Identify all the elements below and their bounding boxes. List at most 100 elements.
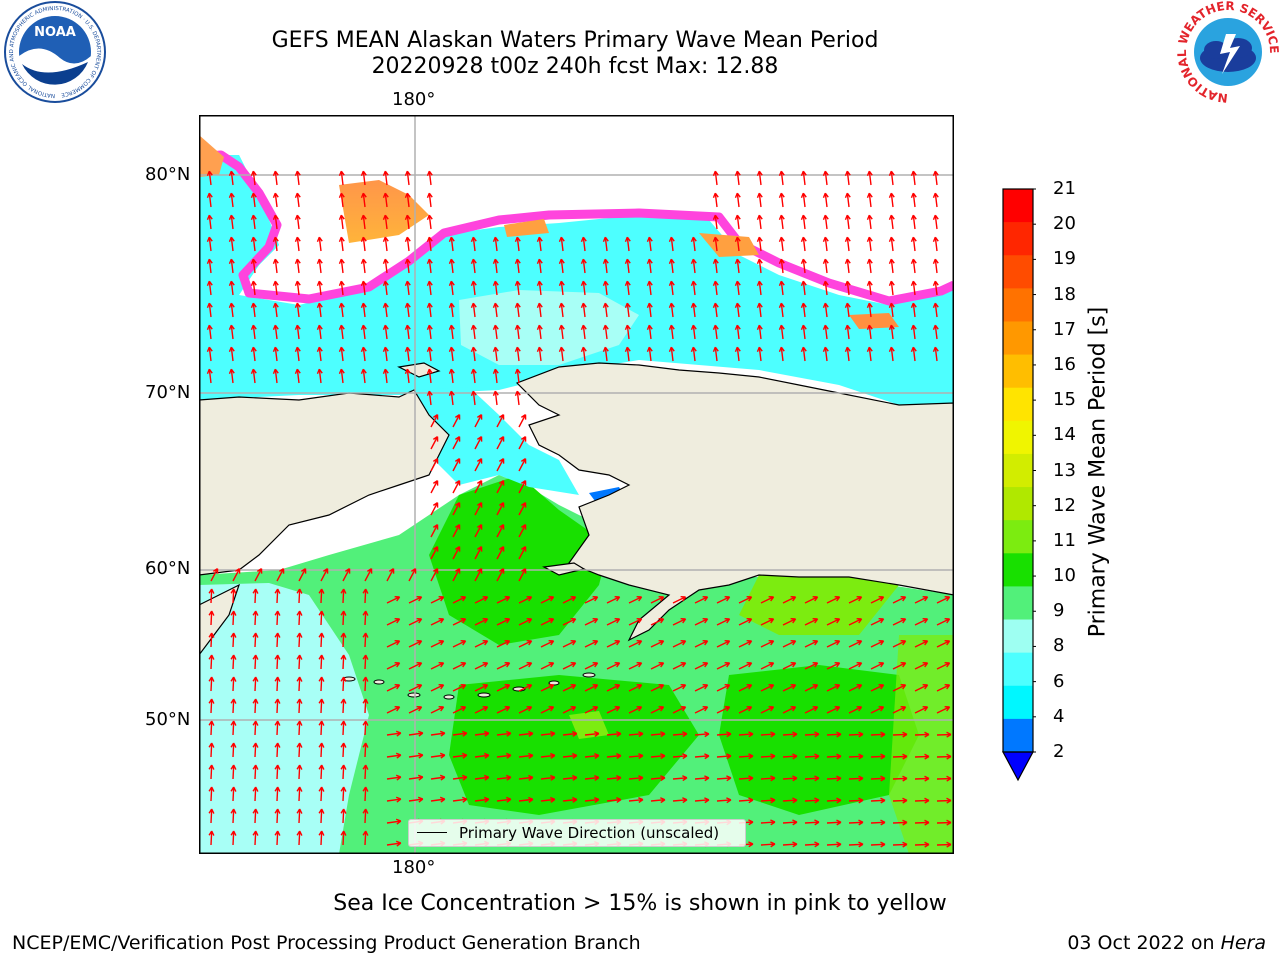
wave-arrow — [756, 192, 763, 208]
wave-arrow — [606, 683, 621, 692]
wave-arrow — [826, 731, 842, 738]
wave-arrow — [474, 661, 489, 670]
wave-arrow — [316, 324, 323, 340]
wave-arrow — [452, 502, 461, 516]
wave-arrow — [318, 588, 325, 604]
wave-arrow — [320, 568, 329, 582]
wave-arrow — [252, 610, 259, 626]
wave-arrow — [734, 346, 741, 362]
wave-arrow — [672, 797, 688, 804]
wave-arrow — [452, 546, 461, 560]
wave-arrow — [408, 617, 423, 626]
noaa-logo: NATIONAL OCEANIC AND ATMOSPHERIC ADMINIS… — [4, 1, 106, 103]
wave-arrow — [474, 683, 489, 692]
wave-arrow — [426, 258, 433, 274]
wave-arrow — [340, 786, 347, 802]
wave-arrow — [426, 390, 433, 406]
wave-arrow — [734, 236, 741, 252]
wave-arrow — [800, 302, 807, 318]
colorbar-cell — [1003, 321, 1033, 356]
wave-arrow — [844, 192, 851, 208]
lat-label-50: 50°N — [145, 709, 191, 730]
wave-arrow — [474, 524, 483, 538]
wave-arrow — [386, 840, 402, 847]
wave-arrow — [712, 324, 719, 340]
wave-arrow — [932, 346, 939, 362]
sea-ice-note: Sea Ice Concentration > 15% is shown in … — [333, 891, 947, 916]
lat-label-80: 80°N — [145, 164, 191, 185]
wave-arrow — [318, 610, 325, 626]
wave-arrow — [870, 639, 885, 648]
wave-arrow — [782, 753, 798, 760]
wave-arrow — [782, 683, 797, 692]
wave-arrow — [452, 568, 461, 582]
wave-arrow — [382, 214, 389, 230]
colorbar-tick-label: 4 — [1053, 705, 1065, 727]
wave-arrow — [694, 661, 709, 670]
wave-arrow — [430, 502, 439, 516]
wave-arrow — [712, 280, 719, 296]
wave-arrow — [760, 617, 775, 626]
wave-arrow — [584, 730, 600, 737]
wave-arrow — [848, 661, 863, 670]
sea-ice-margin — [199, 135, 954, 329]
wave-arrow — [274, 698, 281, 714]
wave-arrow — [250, 214, 257, 230]
wave-arrow — [496, 524, 505, 538]
colorbar-cell — [1003, 718, 1033, 753]
wave-arrow — [318, 742, 325, 758]
wave-arrow — [536, 324, 543, 340]
wave-arrow — [318, 808, 325, 824]
bering-strait-waves — [409, 387, 579, 495]
wave-arrow — [562, 683, 577, 692]
wave-arrow — [914, 841, 930, 848]
wave-arrow — [518, 502, 527, 516]
wave-arrow — [756, 346, 763, 362]
wave-arrow — [496, 568, 505, 582]
wave-arrow — [716, 683, 731, 692]
wave-arrow — [274, 808, 281, 824]
wave-arrow — [540, 639, 555, 648]
wave-arrow — [426, 214, 433, 230]
wave-arrow — [252, 808, 259, 824]
wave-arrow — [338, 302, 345, 318]
wave-arrow — [250, 236, 257, 252]
wave-arrow — [888, 214, 895, 230]
wave-arrow — [228, 236, 235, 252]
wave-arrow — [208, 588, 215, 604]
wave-arrow — [540, 774, 556, 781]
wave-arrow — [452, 683, 467, 692]
wave-arrow — [738, 617, 753, 626]
wave-arrow — [208, 610, 215, 626]
wave-arrow — [628, 753, 644, 760]
wave-arrow — [650, 775, 666, 782]
wave-arrow — [650, 595, 665, 604]
wave-arrow — [936, 639, 951, 648]
wave-arrow — [452, 595, 467, 604]
wave-arrow — [602, 236, 609, 252]
wave-arrow — [738, 595, 753, 604]
wave-arrow — [826, 819, 842, 826]
wave-arrow — [694, 775, 710, 782]
wave-arrow — [518, 458, 527, 472]
wave-arrow — [734, 192, 741, 208]
wave-arrow — [778, 214, 785, 230]
wave-arrow — [382, 258, 389, 274]
wave-arrow — [536, 346, 543, 362]
wave-arrow — [804, 841, 820, 848]
wave-arrow — [208, 786, 215, 802]
wave-arrow — [932, 214, 939, 230]
wave-arrow — [562, 661, 577, 670]
wave-arrow — [756, 324, 763, 340]
wave-arrow — [628, 705, 643, 714]
wave-arrow — [716, 617, 731, 626]
wave-arrow — [778, 236, 785, 252]
wave-arrow — [844, 214, 851, 230]
wave-arrow — [914, 797, 930, 804]
wave-arrow — [492, 346, 499, 362]
wave-arrow — [364, 568, 373, 582]
wave-arrow — [562, 752, 578, 759]
wave-arrow — [492, 324, 499, 340]
wave-arrow — [230, 830, 237, 846]
wave-arrow — [646, 280, 653, 296]
